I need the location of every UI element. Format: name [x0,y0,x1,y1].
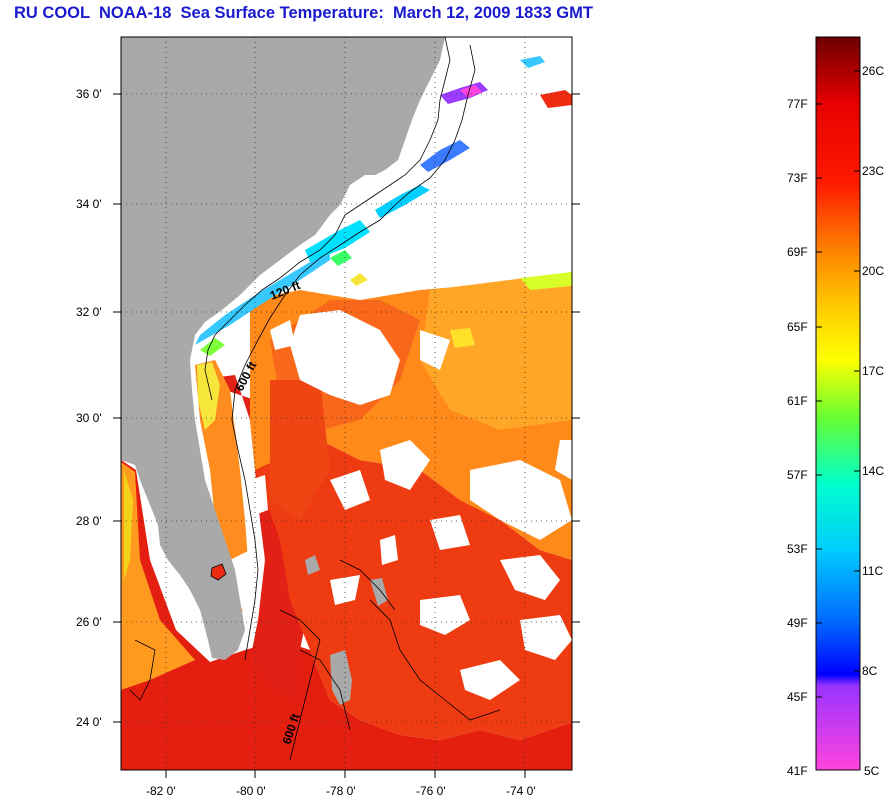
lat-label: 34 0' [76,197,102,211]
lat-label: 26 0' [76,615,102,629]
land [121,37,445,705]
lon-label: -78 0' [326,784,356,798]
colorbar-f-label: 69F [787,245,808,259]
colorbar-f-label: 73F [787,171,808,185]
lon-label: -74 0' [506,784,536,798]
colorbar [815,36,861,771]
bathymetry-contours [129,37,501,761]
lon-label: -76 0' [416,784,446,798]
colorbar-f-label: 41F [787,764,808,778]
colorbar-c-label: 17C [862,364,885,378]
latitude-labels: 36 0' 34 0' 32 0' 30 0' 28 0' 26 0' 24 0… [76,87,102,729]
map-title: RU COOL NOAA-18 Sea Surface Temperature:… [14,4,593,22]
colorbar-f-label: 61F [787,394,808,408]
colorbar-c-label: 8C [862,664,878,678]
colorbar-c-label: 23C [862,164,885,178]
lat-label: 36 0' [76,87,102,101]
grid [121,37,572,770]
colorbar-c-label: 11C [862,564,884,578]
map-frame [120,36,573,771]
colorbar-f-label: 77F [787,97,808,111]
lat-label: 24 0' [76,715,102,729]
colorbar-c-label: 26C [862,64,885,78]
colorbar-f-label: 45F [787,690,808,704]
lat-label: 30 0' [76,411,102,425]
lat-label: 32 0' [76,305,102,319]
lon-label: -82 0' [146,784,176,798]
colorbar-f-label: 49F [787,616,808,630]
colorbar-f-label: 65F [787,320,808,334]
colorbar-f-label: 53F [787,542,808,556]
longitude-labels: -82 0' -80 0' -78 0' -76 0' -74 0' [146,784,536,798]
lake-okeechobee [210,563,227,581]
colorbar-c-label: 20C [862,264,885,278]
colorbar-f-label: 57F [787,468,808,482]
lon-label: -80 0' [236,784,266,798]
axis-ticks [113,93,580,778]
cloud-mask [230,310,572,700]
colorbar-ticks [816,70,860,698]
colorbar-c-label: 14C [862,464,885,478]
colorbar-c-label: 5C [864,764,880,778]
lat-label: 28 0' [76,514,102,528]
